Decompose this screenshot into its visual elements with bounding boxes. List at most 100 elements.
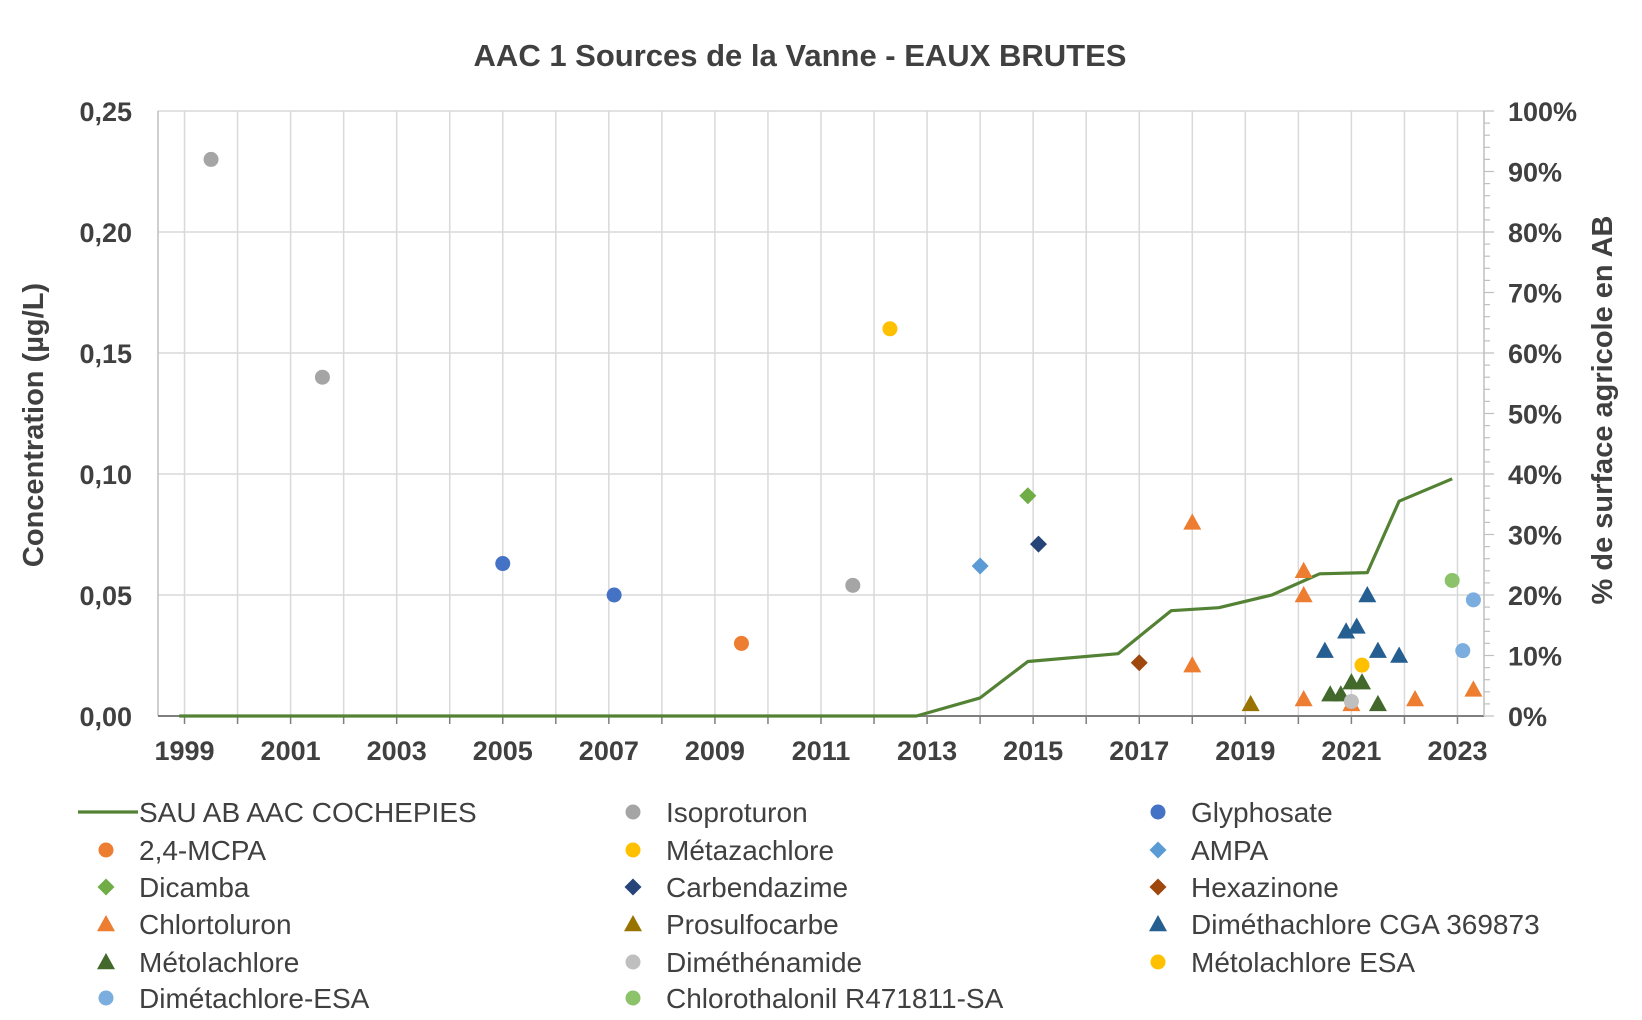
point-dimetachlore-esa bbox=[1455, 643, 1471, 659]
point-ampa bbox=[971, 557, 989, 575]
point-dimethenamide bbox=[1343, 693, 1359, 709]
legend-item-chlorothalonil-r471811-sa: Chlorothalonil R471811-SA bbox=[625, 983, 1004, 1014]
point-dimethachlore-cga-369873 bbox=[1358, 586, 1377, 603]
point-dimethachlore-cga-369873 bbox=[1315, 641, 1334, 658]
series-2-4-mcpa bbox=[733, 635, 749, 651]
legend-marker bbox=[625, 954, 641, 970]
x-tick-label: 2009 bbox=[685, 736, 745, 766]
legend-marker bbox=[97, 878, 115, 896]
y-tick-label: 0,20 bbox=[79, 218, 132, 248]
legend-item-isoproturon: Isoproturon bbox=[625, 797, 808, 828]
point-dimetachlore-esa bbox=[1465, 592, 1481, 608]
point-hexazinone bbox=[1130, 654, 1148, 672]
series-dimethachlore-cga-369873 bbox=[1315, 586, 1409, 663]
x-tick-label: 2019 bbox=[1215, 736, 1275, 766]
point-dimethachlore-cga-369873 bbox=[1368, 641, 1387, 658]
legend-marker bbox=[98, 842, 114, 858]
legend-label: Prosulfocarbe bbox=[666, 909, 839, 940]
axes: 1999 2001 2003 2005 2007 2009 2011 2013 2015 2017… bbox=[79, 97, 1577, 766]
y2-tick-label: 40% bbox=[1508, 460, 1562, 490]
y-tick-label: 0,10 bbox=[79, 460, 132, 490]
legend-label: Métolachlore bbox=[139, 947, 299, 978]
legend-marker bbox=[625, 804, 641, 820]
legend-item-2-4-mcpa: 2,4-MCPA bbox=[98, 835, 266, 866]
y-tick-label: 0,25 bbox=[79, 97, 132, 127]
legend-label: Chlorothalonil R471811-SA bbox=[666, 983, 1004, 1014]
legend-label: SAU AB AAC COCHEPIES bbox=[139, 797, 477, 828]
y2-tick-label: 100% bbox=[1508, 97, 1577, 127]
legend-label: Glyphosate bbox=[1191, 797, 1333, 828]
legend-marker bbox=[98, 990, 114, 1006]
point-chlortoluron bbox=[1294, 561, 1313, 578]
legend-marker bbox=[1149, 915, 1167, 932]
y2-tick-label: 30% bbox=[1508, 521, 1562, 551]
line-sau-ab-aac-cochepies bbox=[179, 477, 1453, 718]
point-isoproturon bbox=[314, 369, 330, 385]
legend-item-chlortoluron: Chlortoluron bbox=[97, 909, 292, 940]
point-glyphosate bbox=[606, 587, 622, 603]
x-tick-label: 2011 bbox=[792, 736, 851, 766]
point-chlortoluron bbox=[1183, 513, 1202, 530]
legend-item-dimethachlore-cga-369873: Diméthachlore CGA 369873 bbox=[1149, 909, 1540, 940]
point-chlortoluron bbox=[1464, 680, 1483, 697]
series-prosulfocarbe bbox=[1241, 694, 1260, 712]
point-chlortoluron bbox=[1294, 586, 1313, 603]
point-metazachlore bbox=[882, 321, 898, 337]
point-2-4-mcpa bbox=[733, 635, 749, 651]
legend-marker bbox=[1149, 841, 1167, 859]
series-metazachlore bbox=[882, 321, 898, 337]
x-tick-label: 2021 bbox=[1321, 736, 1381, 766]
y2-axis-title: % de surface agricole en AB bbox=[1587, 216, 1619, 605]
legend-marker bbox=[1150, 954, 1166, 970]
legend-label: Métazachlore bbox=[666, 835, 834, 866]
y2-tick-label: 20% bbox=[1508, 581, 1562, 611]
series-dicamba bbox=[1019, 487, 1037, 505]
y2-tick-label: 90% bbox=[1508, 158, 1562, 188]
legend-label: Isoproturon bbox=[666, 797, 808, 828]
series-metolachlore bbox=[1321, 673, 1387, 712]
series-hexazinone bbox=[1130, 654, 1148, 672]
legend-item-metazachlore: Métazachlore bbox=[625, 835, 834, 866]
x-tick-label: 2023 bbox=[1427, 736, 1487, 766]
x-tick-label: 2007 bbox=[579, 736, 639, 766]
point-prosulfocarbe bbox=[1241, 694, 1260, 712]
point-chlortoluron bbox=[1294, 690, 1313, 707]
series-isoproturon bbox=[203, 151, 861, 593]
legend-item-hexazinone: Hexazinone bbox=[1149, 872, 1339, 903]
legend-label: Diméthachlore CGA 369873 bbox=[1191, 909, 1540, 940]
series-chlorothalonil-r471811-sa bbox=[1444, 572, 1460, 588]
legend-label: Hexazinone bbox=[1191, 872, 1339, 903]
legend-label: Dimétachlore-ESA bbox=[139, 983, 370, 1014]
legend-item-prosulfocarbe: Prosulfocarbe bbox=[624, 909, 839, 940]
legend-label: Diméthénamide bbox=[666, 947, 862, 978]
x-tick-label: 2005 bbox=[473, 736, 533, 766]
x-tick-label: 1999 bbox=[154, 736, 214, 766]
point-isoproturon bbox=[203, 151, 219, 167]
legend-marker bbox=[624, 878, 642, 896]
legend-item-glyphosate: Glyphosate bbox=[1150, 797, 1333, 828]
point-isoproturon bbox=[845, 577, 861, 593]
x-tick-label: 2003 bbox=[367, 736, 427, 766]
series-chlortoluron bbox=[1183, 513, 1483, 712]
scatter-points bbox=[203, 151, 1483, 712]
series-dimethenamide bbox=[1343, 693, 1359, 709]
y2-tick-label: 10% bbox=[1508, 642, 1562, 672]
legend-marker bbox=[625, 990, 641, 1006]
legend-item-carbendazime: Carbendazime bbox=[624, 872, 848, 903]
point-metolachlore bbox=[1353, 673, 1372, 690]
series-carbendazime bbox=[1029, 535, 1047, 553]
point-dicamba bbox=[1019, 487, 1037, 505]
legend-label: Carbendazime bbox=[666, 872, 848, 903]
y-tick-label: 0,05 bbox=[79, 581, 132, 611]
legend-item-metolachlore-esa: Métolachlore ESA bbox=[1150, 947, 1415, 978]
legend-label: Métolachlore ESA bbox=[1191, 947, 1415, 978]
x-tick-label: 2015 bbox=[1003, 736, 1063, 766]
point-chlortoluron bbox=[1406, 690, 1425, 707]
legend-marker bbox=[1149, 878, 1167, 896]
x-tick-label: 2013 bbox=[897, 736, 957, 766]
gridlines bbox=[158, 110, 1484, 717]
y2-tick-label: 70% bbox=[1508, 279, 1562, 309]
point-carbendazime bbox=[1029, 535, 1047, 553]
